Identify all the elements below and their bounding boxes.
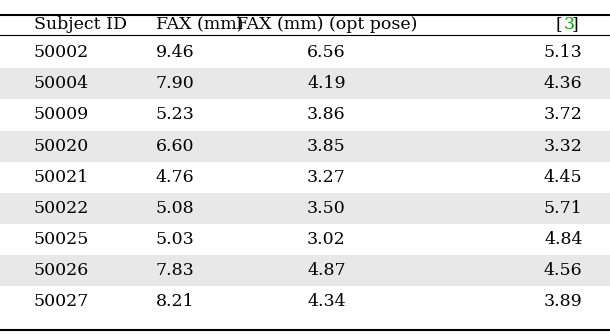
Text: 7.83: 7.83 bbox=[156, 262, 195, 279]
Text: 4.34: 4.34 bbox=[307, 293, 346, 310]
Text: 50020: 50020 bbox=[34, 138, 89, 155]
Text: ]: ] bbox=[572, 16, 578, 33]
Text: 3.72: 3.72 bbox=[544, 107, 583, 123]
Text: 3: 3 bbox=[564, 16, 575, 33]
Text: 4.84: 4.84 bbox=[544, 231, 583, 248]
Text: 50021: 50021 bbox=[34, 169, 89, 186]
Text: 5.03: 5.03 bbox=[156, 231, 195, 248]
Text: 50027: 50027 bbox=[34, 293, 89, 310]
Text: 6.56: 6.56 bbox=[307, 44, 346, 61]
Text: 3.27: 3.27 bbox=[307, 169, 346, 186]
Text: 4.45: 4.45 bbox=[544, 169, 583, 186]
Text: 5.23: 5.23 bbox=[156, 107, 195, 123]
Text: [: [ bbox=[555, 16, 562, 33]
Text: 50025: 50025 bbox=[34, 231, 89, 248]
Text: 50026: 50026 bbox=[34, 262, 89, 279]
Text: 3.02: 3.02 bbox=[307, 231, 346, 248]
Text: 4.36: 4.36 bbox=[544, 75, 583, 92]
Text: 4.56: 4.56 bbox=[544, 262, 583, 279]
Bar bbox=[0, 193, 610, 224]
Bar bbox=[0, 68, 610, 99]
Text: Subject ID: Subject ID bbox=[34, 16, 126, 33]
Bar bbox=[0, 131, 610, 162]
Text: FAX (mm) (opt pose): FAX (mm) (opt pose) bbox=[235, 16, 417, 33]
Text: FAX (mm): FAX (mm) bbox=[156, 16, 243, 33]
Text: 5.08: 5.08 bbox=[156, 200, 194, 217]
Text: 50002: 50002 bbox=[34, 44, 89, 61]
Text: 8.21: 8.21 bbox=[156, 293, 194, 310]
Text: 3.86: 3.86 bbox=[307, 107, 346, 123]
Text: 50009: 50009 bbox=[34, 107, 89, 123]
Text: 9.46: 9.46 bbox=[156, 44, 194, 61]
Text: 3.50: 3.50 bbox=[307, 200, 346, 217]
Text: 5.13: 5.13 bbox=[544, 44, 583, 61]
Text: 50022: 50022 bbox=[34, 200, 89, 217]
Text: 6.60: 6.60 bbox=[156, 138, 194, 155]
Text: 7.90: 7.90 bbox=[156, 75, 195, 92]
Text: 4.87: 4.87 bbox=[307, 262, 346, 279]
Text: 5.71: 5.71 bbox=[544, 200, 583, 217]
Text: 4.19: 4.19 bbox=[307, 75, 346, 92]
Text: 3.32: 3.32 bbox=[544, 138, 583, 155]
Text: 4.76: 4.76 bbox=[156, 169, 194, 186]
Text: 50004: 50004 bbox=[34, 75, 88, 92]
Text: 3.89: 3.89 bbox=[544, 293, 583, 310]
Bar bbox=[0, 255, 610, 286]
Text: 3.85: 3.85 bbox=[307, 138, 346, 155]
